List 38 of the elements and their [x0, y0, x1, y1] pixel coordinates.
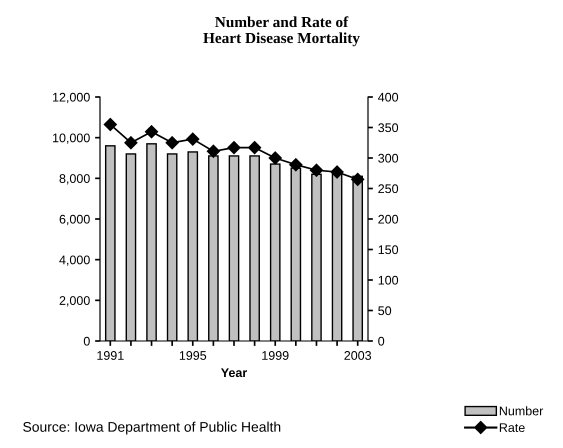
- y-tick-label: 6,000: [60, 214, 90, 226]
- y2-tick-label: 200: [378, 214, 398, 224]
- y-tick-label: 0: [84, 336, 90, 346]
- x-tick-label: 2003: [344, 351, 372, 360]
- point: [104, 118, 117, 132]
- point: [124, 136, 138, 150]
- y-tick-label: 8,000: [60, 174, 90, 184]
- point: [248, 141, 262, 154]
- point: [166, 136, 179, 150]
- y2-tick-label: 150: [378, 245, 398, 254]
- y-tick-label: 10,000: [53, 133, 90, 144]
- y2-tick-label: 100: [378, 276, 398, 285]
- y2-tick-label: 350: [378, 123, 398, 132]
- chart-title: Number and Rate of Heart Disease Mortality: [203, 16, 360, 46]
- source-note: Source: Iowa Department of Public Health: [23, 422, 280, 435]
- point: [186, 132, 200, 146]
- x-tick-label: 1995: [180, 351, 206, 360]
- y2-tick-label: 300: [378, 154, 398, 163]
- point: [268, 151, 282, 165]
- y-tick-label: 2,000: [60, 296, 90, 306]
- legend-label: Number: [500, 406, 544, 416]
- y2-tick-label: 50: [378, 306, 392, 316]
- legend-label: Rate: [500, 423, 525, 432]
- point: [310, 164, 324, 177]
- point: [144, 125, 158, 138]
- y2-tick-label: 400: [378, 92, 398, 102]
- point: [289, 158, 302, 172]
- point: [227, 141, 241, 154]
- point: [351, 172, 364, 186]
- x-tick-label: 1999: [262, 351, 289, 360]
- x-axis-title: Year: [221, 368, 248, 378]
- point: [206, 144, 220, 158]
- y2-tick-label: 0: [378, 336, 384, 346]
- y-tick-label: 4,000: [59, 255, 90, 266]
- y2-tick-label: 250: [378, 184, 398, 194]
- point: [330, 165, 344, 179]
- y-tick-label: 12,000: [53, 92, 90, 104]
- x-tick-label: 1991: [97, 351, 124, 360]
